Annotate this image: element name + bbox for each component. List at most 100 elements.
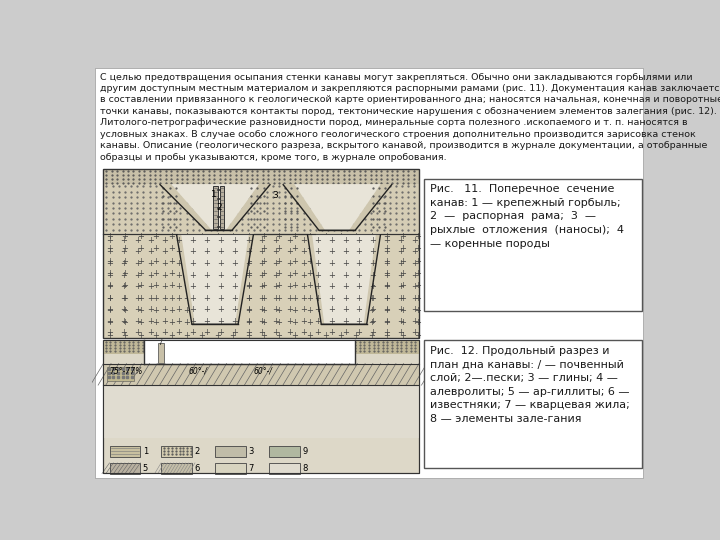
Text: +: + [276,256,282,266]
Text: 3: 3 [248,447,253,456]
Text: +: + [214,244,221,253]
Text: +: + [291,256,298,266]
Text: +: + [203,236,210,245]
Bar [107,367,134,381]
Text: +: + [189,316,196,326]
Text: +: + [106,282,113,291]
Text: +: + [106,328,113,338]
Text: +: + [183,269,190,278]
Text: +: + [134,271,140,280]
Text: +: + [314,271,321,280]
Text: +: + [137,244,144,253]
Text: +: + [106,269,113,278]
Polygon shape [283,184,325,231]
Text: +: + [399,330,405,340]
Text: +: + [411,271,418,280]
Text: +: + [106,271,113,280]
Bar [215,446,246,457]
Bar [104,340,419,354]
Text: +: + [134,294,140,302]
Text: +: + [176,294,182,302]
Bar [269,446,300,457]
Text: 1: 1 [143,447,148,456]
Text: +: + [189,294,196,302]
Text: +: + [176,271,182,280]
Text: +: + [217,259,224,268]
Text: +: + [356,259,362,268]
Text: +: + [183,256,190,266]
Text: +: + [337,281,344,291]
Text: +: + [161,328,168,338]
Text: С целью предотвращения осыпания стенки канавы могут закрепляться. Обычно они зак: С целью предотвращения осыпания стенки к… [99,72,720,161]
Text: +: + [245,305,251,314]
Text: +: + [245,306,251,315]
Text: +: + [291,269,298,278]
Bar [104,168,419,338]
Text: +: + [287,282,293,291]
Bar [104,385,419,438]
Text: +: + [272,316,279,326]
Text: +: + [214,294,221,302]
Text: +: + [152,306,159,315]
Text: +: + [258,247,266,256]
Text: +: + [217,282,224,291]
Text: +: + [328,271,335,280]
Text: +: + [217,247,224,256]
Text: +: + [106,236,113,245]
Text: +: + [106,244,113,253]
Text: +: + [106,305,113,314]
Text: +: + [217,271,224,280]
Text: +: + [168,244,174,253]
Text: +: + [217,316,224,326]
Text: +: + [383,244,390,253]
Text: +: + [328,259,335,268]
Text: +: + [353,318,359,327]
Bar [104,340,419,473]
Text: +: + [189,328,196,338]
Text: +: + [337,269,344,278]
Text: +: + [260,256,267,266]
Text: +: + [217,328,224,338]
Text: +: + [306,318,313,327]
Text: +: + [229,232,236,241]
Text: +: + [229,269,236,278]
Text: +: + [383,305,390,314]
Text: +: + [245,259,251,268]
Text: +: + [161,316,168,326]
Text: +: + [368,244,374,253]
Text: +: + [272,247,279,256]
Text: +: + [231,282,238,291]
Text: +: + [229,244,236,253]
Bar [109,463,140,474]
Text: +: + [337,294,344,302]
Text: +: + [383,247,390,256]
Text: +: + [397,247,404,256]
Text: +: + [369,236,377,245]
Text: +: + [287,305,293,314]
Text: +: + [276,294,282,302]
Text: +: + [231,259,238,268]
Text: +: + [203,259,210,268]
Text: 7: 7 [248,464,253,473]
Text: +: + [260,232,267,241]
Text: +: + [342,316,348,326]
Text: +: + [369,247,377,256]
Text: +: + [214,306,221,315]
Text: +: + [306,281,313,291]
Polygon shape [181,234,249,325]
Text: +: + [106,232,113,241]
Text: +: + [411,247,418,256]
Text: +: + [176,282,182,291]
Text: +: + [322,256,328,266]
Text: +: + [183,306,190,315]
Text: +: + [328,282,335,291]
Text: +: + [353,256,359,266]
Text: +: + [291,294,298,302]
Text: +: + [168,256,174,266]
Text: +: + [231,328,238,338]
Text: +: + [258,236,266,245]
Text: +: + [322,306,328,315]
Text: +: + [353,281,359,291]
Bar [161,463,192,474]
Text: +: + [306,256,313,266]
